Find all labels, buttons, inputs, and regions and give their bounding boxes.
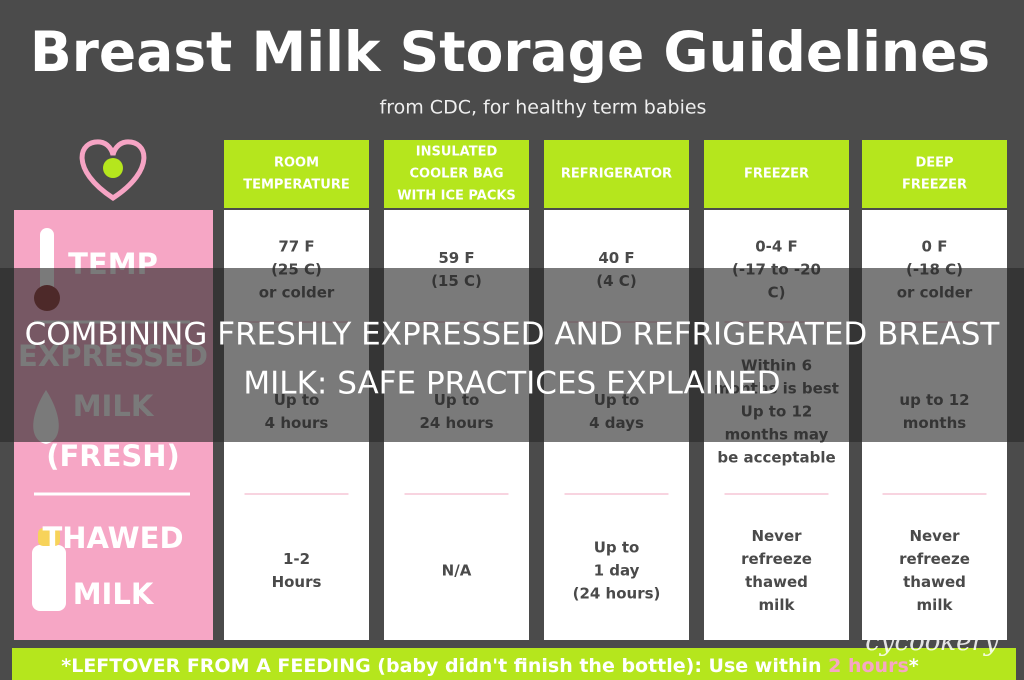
column-header-text: COOLER BAG (410, 167, 504, 182)
cell-text: milk (759, 596, 796, 614)
cell-text: thawed (745, 573, 808, 591)
column-header-text: TEMPERATURE (243, 178, 349, 193)
cell-text: 0 F (922, 238, 948, 256)
column-header (544, 140, 689, 208)
footer-text: *LEFTOVER FROM A FEEDING (baby didn't fi… (61, 655, 828, 677)
baby-icon (103, 158, 123, 178)
watermark: cycookery (865, 627, 999, 657)
column-header-text: FREEZER (744, 167, 809, 182)
cell-text: 77 F (278, 238, 314, 256)
cell-text: be acceptable (717, 449, 835, 467)
column-header-text: FREEZER (902, 178, 967, 193)
row-label: MILK (73, 577, 155, 611)
column-header (384, 140, 529, 208)
banner-line: MILK: SAFE PRACTICES EXPLAINED (243, 366, 780, 402)
cell-text: refreeze (899, 550, 970, 568)
bottle-icon (32, 545, 66, 611)
column-header-text: INSULATED (416, 145, 498, 160)
cell-text: Never (751, 527, 802, 545)
cell-text: 59 F (438, 249, 474, 267)
column-header-text: DEEP (915, 156, 953, 171)
cell-text: 0-4 F (755, 238, 798, 256)
column-header (704, 140, 849, 208)
title: Breast Milk Storage Guidelines (30, 20, 990, 84)
cell-text: N/A (442, 562, 472, 580)
cell-text: 1 day (594, 562, 640, 580)
footer: *LEFTOVER FROM A FEEDING (baby didn't fi… (61, 655, 918, 677)
cell-text: 1-2 (283, 550, 310, 568)
heart-icon (79, 139, 147, 201)
cell-text: Up to (594, 539, 640, 557)
cell-text: Never (909, 527, 960, 545)
column-header-text: ROOM (274, 156, 319, 171)
row-label: (FRESH) (46, 439, 180, 473)
cell-text: (24 hours) (573, 585, 661, 603)
banner (0, 268, 1024, 442)
cell-text: milk (917, 596, 954, 614)
footer-bar (12, 648, 1016, 680)
column-header-text: WITH ICE PACKS (397, 189, 516, 204)
banner-line: COMBINING FRESHLY EXPRESSED AND REFRIGER… (25, 317, 1001, 353)
column-header-text: REFRIGERATOR (561, 167, 672, 182)
footer-end: * (909, 655, 919, 677)
column-header (224, 140, 369, 208)
cell-text: Hours (272, 573, 322, 591)
cell-text: 40 F (598, 249, 634, 267)
footer-highlight: 2 hours (828, 655, 909, 677)
subtitle: from CDC, for healthy term babies (380, 97, 707, 119)
cell-text: refreeze (741, 550, 812, 568)
column-header (862, 140, 1007, 208)
cell-text: thawed (903, 573, 966, 591)
bottle-nipple (38, 528, 60, 546)
row-label: THAWED (42, 521, 183, 555)
